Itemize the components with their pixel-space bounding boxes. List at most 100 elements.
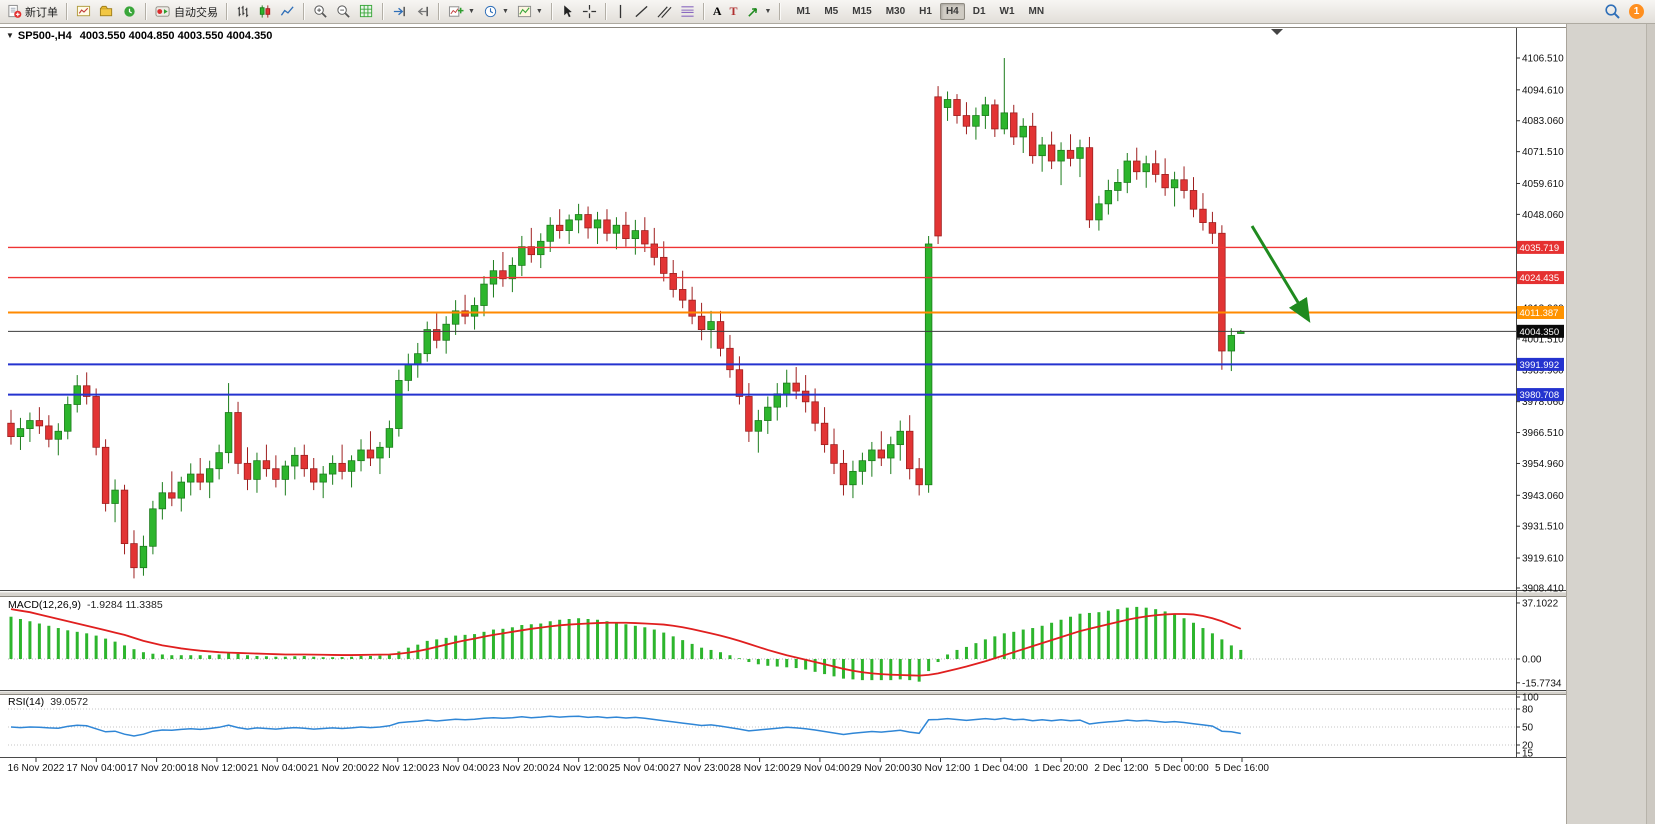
text-tool-icon: A (712, 4, 722, 18)
templates-button[interactable]: ▼ (513, 1, 547, 23)
charts-button[interactable] (72, 1, 95, 23)
current-price-tag: 4004.350 (1517, 324, 1564, 338)
bear-candle (1180, 179, 1188, 191)
axis-label: 5 Dec 16:00 (1215, 763, 1269, 774)
autotrading-button[interactable]: 自动交易 (151, 1, 222, 23)
bull-candle (593, 219, 602, 229)
axis-label: 3954.960 (1522, 459, 1564, 470)
chart-shift-marker[interactable] (1271, 29, 1283, 35)
annotation-arrow[interactable] (1250, 225, 1311, 323)
axis-label: 30 Nov 12:00 (911, 763, 971, 774)
chart-shift-button[interactable] (411, 1, 434, 23)
bear-candle (234, 412, 242, 464)
bear-candle (366, 449, 375, 459)
toolbar-separator (702, 3, 705, 20)
indicators-button[interactable]: ▼ (444, 1, 479, 23)
periods-button[interactable]: ▼ (479, 1, 513, 23)
vertical-scrollbar[interactable] (1646, 24, 1655, 824)
refresh-button[interactable] (118, 1, 141, 23)
axis-label: 22 Nov 12:00 (368, 763, 428, 774)
timeframe-button-H1[interactable]: H1 (919, 6, 932, 17)
timeframe-button-M5[interactable]: M5 (824, 6, 839, 17)
bear-candle (697, 315, 706, 330)
bull-candle (849, 470, 857, 486)
timeframe-button-M1[interactable]: M1 (796, 6, 811, 17)
svg-text:3980.708: 3980.708 (1520, 390, 1560, 401)
bull-candle (414, 353, 422, 365)
candles-view-button[interactable] (254, 1, 276, 23)
bear-candle (735, 369, 744, 397)
bull-candle (1170, 179, 1179, 189)
rsi-value: 39.0572 (50, 696, 89, 708)
bear-candle (1066, 149, 1075, 159)
macd-indicator-label: MACD(12,26,9) -1.9284 11.3385 (8, 599, 163, 611)
cursor-button[interactable] (557, 1, 578, 23)
autoscroll-button[interactable] (388, 1, 411, 23)
zoom-in-icon (314, 5, 327, 18)
search-icon[interactable] (1604, 3, 1621, 20)
channel-icon (657, 6, 672, 18)
axis-label: 4059.610 (1522, 179, 1564, 190)
bear-candle (726, 347, 734, 371)
bear-candle (830, 444, 838, 464)
bear-candle (716, 321, 725, 349)
crosshair-button[interactable] (578, 1, 601, 23)
new-order-button[interactable]: 新订单 (3, 1, 62, 23)
zoom-in-button[interactable] (309, 1, 332, 23)
bull-candle (423, 329, 431, 355)
new-order-label: 新订单 (25, 6, 58, 19)
timeframe-button-D1[interactable]: D1 (972, 6, 986, 17)
label-tool-icon: T (729, 4, 738, 18)
zoom-out-button[interactable] (332, 1, 355, 23)
fibonacci-button[interactable] (676, 1, 699, 23)
bull-candle (783, 382, 791, 395)
bear-candle (934, 96, 942, 237)
axis-label: 27 Nov 23:00 (670, 763, 730, 774)
text-label-button[interactable]: T (725, 1, 741, 23)
bear-candle (499, 270, 507, 280)
bear-candle (35, 420, 44, 427)
arrows-button[interactable]: ▼ (742, 1, 776, 23)
bear-candle (130, 543, 138, 569)
toolbar-separator (382, 3, 384, 20)
refresh-icon (124, 6, 135, 17)
bear-candle (678, 289, 687, 301)
bear-candle (1199, 208, 1207, 223)
bull-candle (187, 473, 195, 483)
bull-candle (281, 465, 290, 480)
text-button[interactable]: A (709, 1, 726, 23)
notification-badge[interactable]: 1 (1629, 4, 1644, 19)
bars-view-button[interactable] (232, 1, 254, 23)
timeframe-button-M15[interactable]: M15 (852, 6, 872, 17)
trendline-button[interactable] (630, 1, 653, 23)
panel-splitter[interactable] (0, 691, 1566, 695)
channel-button[interactable] (653, 1, 676, 23)
timeframe-button-M30[interactable]: M30 (885, 6, 906, 17)
grid-button[interactable] (355, 1, 378, 23)
bear-candle (811, 401, 819, 424)
bull-candle (1114, 182, 1122, 191)
bull-candle (357, 449, 365, 462)
bear-candle (962, 115, 971, 127)
axis-label: 18 Nov 12:00 (187, 763, 247, 774)
timeframe-toolbar: M1 M5 M15 M30 H1 H4 D1 W1 MN (789, 3, 1051, 20)
bull-candle (291, 454, 299, 467)
line-view-button[interactable] (276, 1, 299, 23)
bear-candle (641, 230, 649, 245)
axis-label: 28 Nov 12:00 (730, 763, 790, 774)
chevron-down-icon: ▼ (535, 8, 543, 15)
panel-splitter[interactable] (0, 591, 1566, 597)
bear-candle (1151, 163, 1160, 175)
one-click-trading-icon[interactable]: ▼ (6, 31, 14, 40)
bear-candle (120, 489, 129, 545)
timeframe-button-H4[interactable]: H4 (939, 3, 965, 20)
timeframe-button-W1[interactable]: W1 (999, 6, 1015, 17)
axis-label: 80 (1522, 705, 1534, 716)
svg-text:3991.992: 3991.992 (1520, 360, 1560, 371)
toolbar-separator (604, 3, 607, 20)
vertical-line-button[interactable] (611, 1, 630, 23)
timeframe-button-MN[interactable]: MN (1028, 6, 1045, 17)
profiles-button[interactable] (95, 1, 118, 23)
